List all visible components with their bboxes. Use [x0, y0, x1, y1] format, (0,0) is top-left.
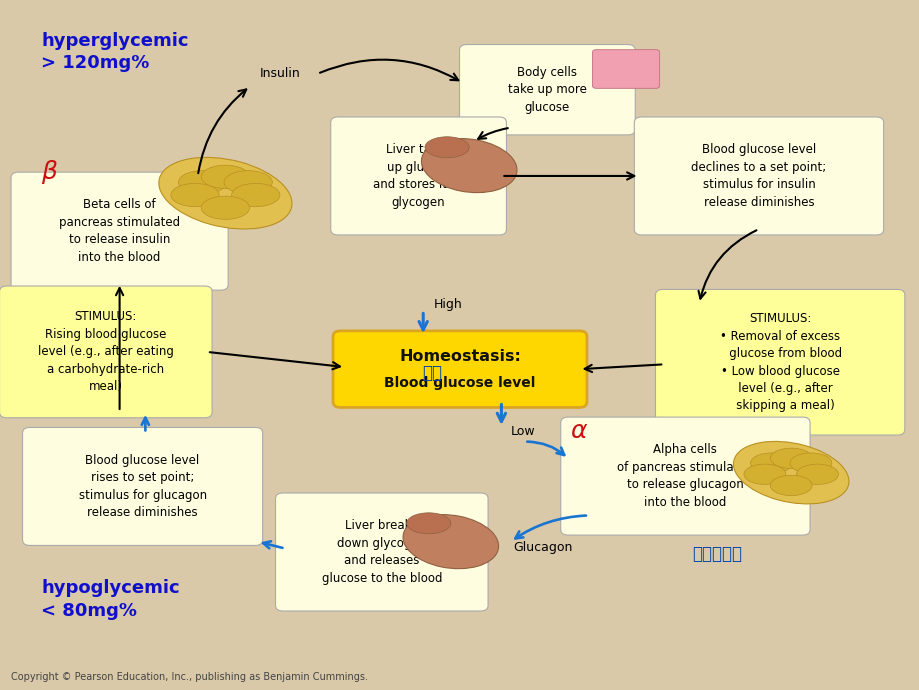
Ellipse shape [796, 464, 837, 484]
Ellipse shape [406, 513, 450, 534]
Ellipse shape [743, 464, 785, 484]
Text: 肝糖: 肝糖 [422, 364, 442, 382]
Ellipse shape [171, 184, 219, 206]
Text: Copyright © Pearson Education, Inc., publishing as Benjamin Cummings.: Copyright © Pearson Education, Inc., pub… [11, 672, 368, 682]
Ellipse shape [232, 184, 279, 206]
FancyBboxPatch shape [561, 417, 809, 535]
FancyBboxPatch shape [11, 172, 228, 290]
Ellipse shape [178, 170, 227, 194]
FancyBboxPatch shape [331, 117, 505, 235]
Ellipse shape [789, 453, 831, 473]
Text: Body cells
take up more
glucose: Body cells take up more glucose [507, 66, 586, 114]
Ellipse shape [732, 442, 848, 504]
Text: Glucagon: Glucagon [513, 541, 572, 553]
Ellipse shape [201, 165, 249, 188]
Ellipse shape [421, 139, 516, 193]
FancyBboxPatch shape [592, 50, 659, 88]
Text: Blood glucose level
declines to a set point;
stimulus for insulin
release dimini: Blood glucose level declines to a set po… [690, 144, 826, 208]
FancyBboxPatch shape [634, 117, 882, 235]
FancyBboxPatch shape [654, 290, 904, 435]
Text: hyperglycemic: hyperglycemic [41, 32, 188, 50]
Text: > 120mg%: > 120mg% [41, 55, 150, 72]
Ellipse shape [750, 453, 791, 473]
Text: < 80mg%: < 80mg% [41, 602, 137, 620]
Text: Liver takes
up glucose
and stores it as
glycogen: Liver takes up glucose and stores it as … [372, 144, 464, 208]
Text: STIMULUS:
• Removal of excess
   glucose from blood
• Low blood glucose
   level: STIMULUS: • Removal of excess glucose fr… [718, 312, 841, 413]
Text: hypoglycemic: hypoglycemic [41, 579, 180, 597]
Text: β: β [41, 161, 57, 184]
FancyBboxPatch shape [276, 493, 487, 611]
Text: Homeostasis:: Homeostasis: [399, 349, 520, 364]
Ellipse shape [769, 475, 811, 495]
Text: High: High [434, 299, 462, 311]
Text: Insulin: Insulin [260, 68, 301, 80]
FancyBboxPatch shape [23, 428, 263, 545]
Text: Alpha cells
of pancreas stimulated
to release glucagon
into the blood: Alpha cells of pancreas stimulated to re… [617, 444, 753, 509]
Text: Blood glucose level: Blood glucose level [384, 376, 535, 390]
Ellipse shape [425, 137, 469, 158]
Text: α: α [570, 420, 586, 443]
Text: Blood glucose level
rises to set point;
stimulus for glucagon
release diminishes: Blood glucose level rises to set point; … [78, 454, 207, 519]
Ellipse shape [159, 157, 291, 229]
Ellipse shape [224, 170, 272, 194]
Text: Beta cells of
pancreas stimulated
to release insulin
into the blood: Beta cells of pancreas stimulated to rel… [59, 199, 180, 264]
Ellipse shape [201, 196, 249, 219]
Text: Liver breaks
down glycogen
and releases
glucose to the blood: Liver breaks down glycogen and releases … [322, 520, 441, 584]
Text: Low: Low [510, 426, 535, 438]
Text: STIMULUS:
Rising blood glucose
level (e.g., after eating
a carbohydrate-rich
mea: STIMULUS: Rising blood glucose level (e.… [38, 310, 174, 393]
FancyBboxPatch shape [0, 286, 211, 418]
Ellipse shape [769, 448, 811, 469]
Ellipse shape [403, 515, 498, 569]
FancyBboxPatch shape [333, 331, 586, 407]
Text: 胰高血糖素: 胰高血糖素 [691, 545, 741, 563]
FancyBboxPatch shape [460, 44, 634, 135]
